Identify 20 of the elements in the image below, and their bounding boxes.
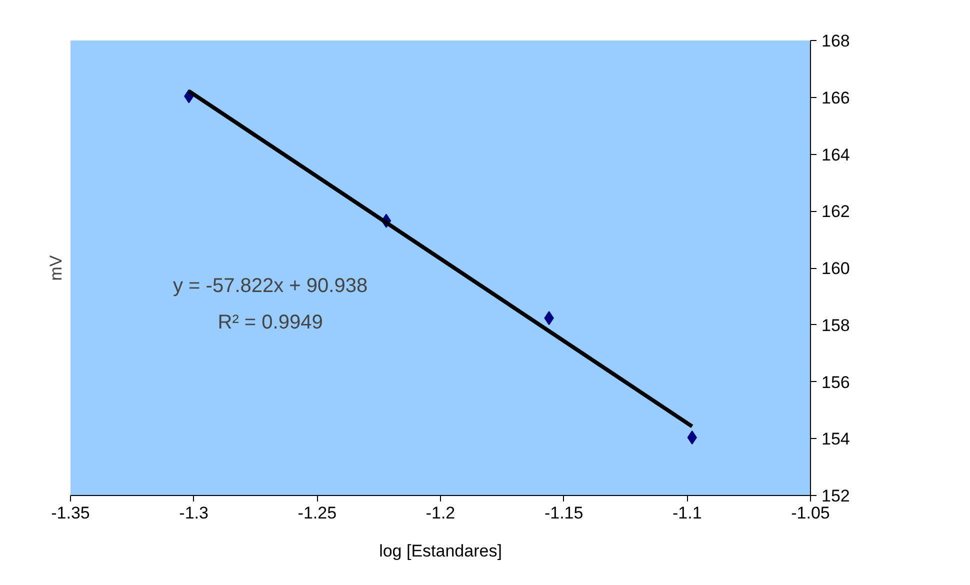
x-tick-label: -1.15: [544, 504, 584, 522]
x-tick-label: -1.35: [51, 504, 90, 522]
y-tick-label: 152: [822, 486, 850, 506]
y-tick-label: 162: [822, 202, 850, 222]
y-tick-label: 158: [822, 316, 850, 335]
annotation: y = -57.822x + 90.938: [173, 275, 368, 298]
y-tick-label: 164: [822, 145, 850, 164]
y-tick-label: 160: [822, 259, 850, 278]
y-tick-label: 166: [822, 88, 850, 108]
x-tick-label: -1.25: [298, 504, 337, 522]
y-tick-label: 156: [822, 372, 850, 392]
x-axis-title: log [Estandares]: [379, 542, 502, 560]
y-axis-title: mV: [46, 254, 66, 281]
y-tick-label: 168: [822, 32, 850, 50]
x-tick-label: -1.2: [426, 504, 456, 522]
x-tick-label: -1.1: [672, 504, 702, 522]
x-tick-label: -1.05: [791, 504, 830, 522]
y-tick-label: 154: [822, 430, 850, 449]
x-tick-label: -1.3: [179, 504, 208, 522]
annotation: R² = 0.9949: [218, 312, 323, 334]
